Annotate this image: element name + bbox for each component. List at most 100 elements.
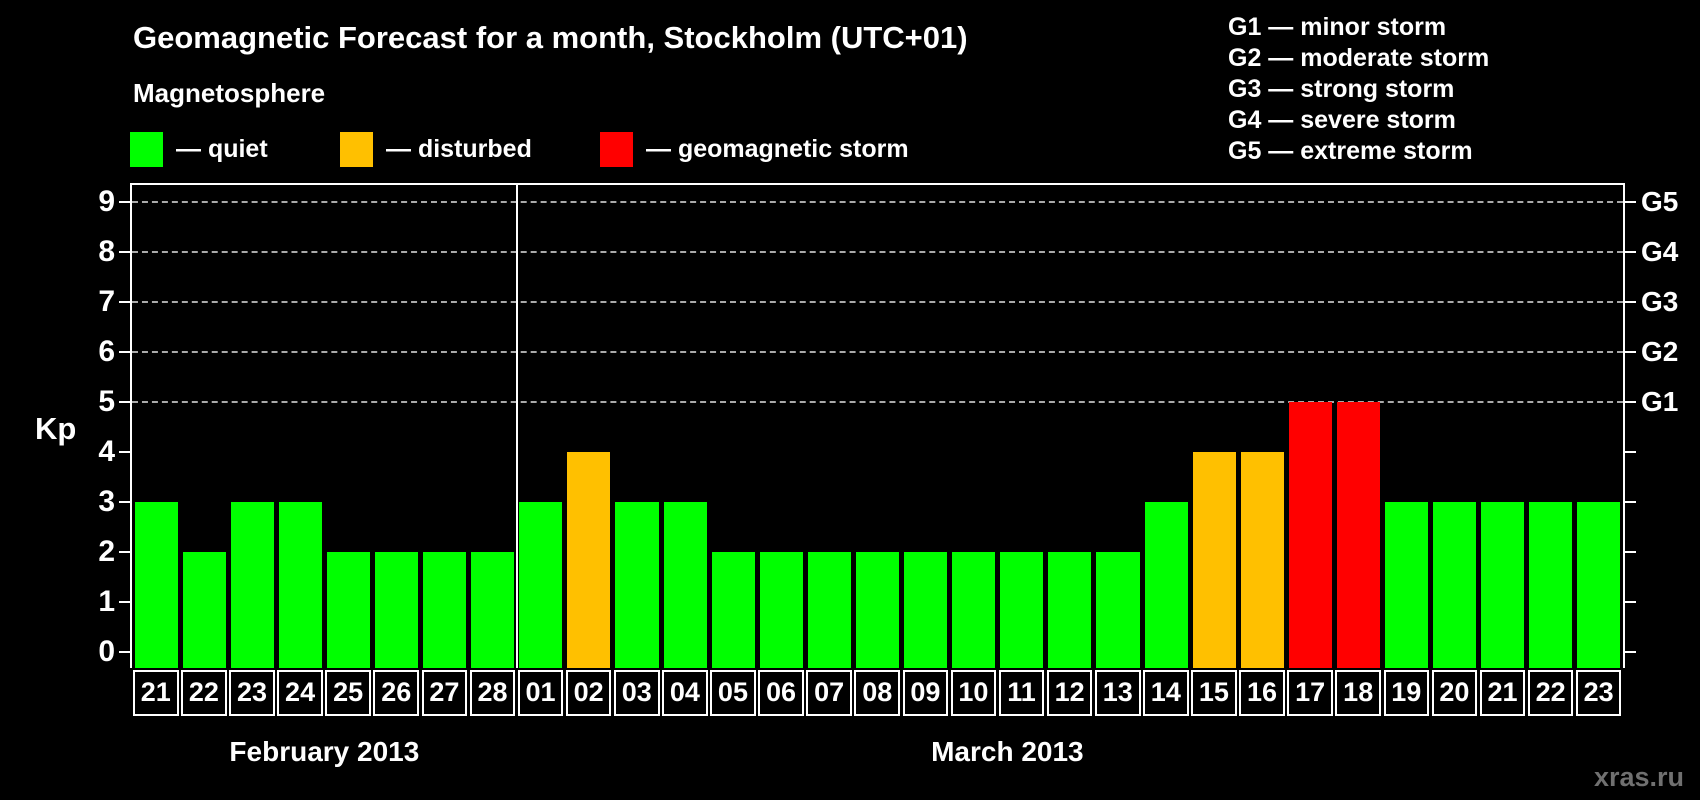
quiet-color-swatch: [130, 131, 163, 167]
date-cell-14: 14: [1143, 670, 1189, 716]
date-cell-23: 23: [229, 670, 275, 716]
bar-february-28: [471, 552, 515, 668]
watermark: xras.ru: [1593, 762, 1684, 792]
right-tick-kp5: [1625, 401, 1636, 403]
bar-february-24: [278, 502, 322, 668]
left-tick-kp0: [119, 651, 130, 653]
date-cell-20: 20: [1431, 670, 1478, 716]
right-tick-kp0: [1625, 651, 1636, 653]
month-separator-line: [515, 185, 518, 668]
date-cell-27: 27: [421, 670, 468, 716]
g1-legend-line: G1 — minor storm: [1228, 13, 1447, 41]
date-cell-24: 24: [277, 670, 323, 716]
y-axis-label-8: 8: [98, 235, 115, 268]
bar-march-18: [1336, 402, 1380, 668]
bar-february-21: [134, 502, 178, 668]
bar-february-25: [326, 552, 370, 668]
bar-february-27: [423, 552, 467, 668]
left-tick-kp8: [119, 251, 130, 253]
left-tick-kp4: [119, 451, 130, 453]
date-cell-06: 06: [758, 670, 804, 716]
date-cell-08: 08: [854, 670, 901, 716]
date-cell-21: 21: [133, 670, 179, 716]
y-axis-label-1: 1: [98, 585, 115, 618]
bar-march-17: [1288, 402, 1332, 668]
gridline-kp6: [132, 351, 1623, 353]
gridline-kp5: [132, 401, 1623, 403]
bar-february-26: [374, 552, 419, 668]
date-cell-10: 10: [950, 670, 997, 716]
disturbed-color-swatch: [340, 131, 373, 167]
left-tick-kp9: [119, 201, 130, 203]
date-cell-26: 26: [373, 670, 420, 716]
bar-march-19: [1385, 502, 1429, 668]
bar-march-05: [711, 552, 755, 668]
bar-february-23: [230, 502, 274, 668]
date-cell-03: 03: [613, 670, 660, 716]
legend-item-disturbed: — disturbed: [340, 131, 532, 167]
g3-legend-line: G3 — strong storm: [1228, 75, 1455, 103]
right-tick-kp2: [1625, 551, 1636, 553]
date-cell-17: 17: [1287, 670, 1333, 716]
right-tick-kp9: [1625, 201, 1636, 203]
bar-march-07: [807, 552, 851, 668]
date-cell-05: 05: [710, 670, 756, 716]
left-tick-kp5: [119, 401, 130, 403]
date-cell-04: 04: [662, 670, 708, 716]
g2-legend-line: G2 — moderate storm: [1228, 44, 1490, 72]
storm-color-swatch: [600, 131, 633, 167]
right-axis-label-g2: G2: [1641, 336, 1679, 367]
legend-item-storm: — geomagnetic storm: [600, 131, 909, 167]
plot-area: [130, 183, 1625, 668]
left-tick-kp7: [119, 301, 130, 303]
bar-march-02: [567, 452, 611, 668]
left-tick-kp1: [119, 601, 130, 603]
bar-march-11: [1000, 552, 1044, 668]
date-cell-25: 25: [325, 670, 371, 716]
bar-february-22: [182, 552, 226, 668]
date-cell-22: 22: [181, 670, 227, 716]
y-axis-label-5: 5: [98, 385, 115, 418]
left-tick-kp6: [119, 351, 130, 353]
right-tick-kp4: [1625, 451, 1636, 453]
date-cell-01: 01: [517, 670, 564, 716]
right-axis-label-g5: G5: [1641, 186, 1679, 217]
bar-march-01: [519, 502, 563, 668]
date-cell-23: 23: [1575, 670, 1622, 716]
bar-march-06: [759, 552, 803, 668]
bar-march-16: [1240, 452, 1284, 668]
bar-march-22: [1529, 502, 1573, 668]
date-cell-28: 28: [469, 670, 516, 716]
g4-legend-line: G4 — severe storm: [1228, 106, 1456, 134]
gridline-kp8: [132, 251, 1623, 253]
left-tick-kp3: [119, 501, 130, 503]
legend-label-storm: — geomagnetic storm: [646, 134, 909, 163]
y-axis-label-4: 4: [98, 435, 115, 468]
month-label-march: March 2013: [931, 736, 1084, 767]
g-scale-legend: G1 — minor storm G2 — moderate storm G3 …: [1228, 12, 1489, 167]
bar-march-04: [663, 502, 707, 668]
right-tick-kp1: [1625, 601, 1636, 603]
bar-march-14: [1144, 502, 1188, 668]
right-axis-label-g4: G4: [1641, 236, 1679, 267]
date-cell-15: 15: [1191, 670, 1237, 716]
y-axis-label-6: 6: [98, 335, 115, 368]
right-tick-kp3: [1625, 501, 1636, 503]
bar-march-15: [1192, 452, 1236, 668]
date-cell-13: 13: [1094, 670, 1141, 716]
right-tick-kp6: [1625, 351, 1636, 353]
right-tick-kp8: [1625, 251, 1636, 253]
y-axis-label-2: 2: [98, 535, 115, 568]
date-cell-22: 22: [1527, 670, 1574, 716]
y-axis-label-9: 9: [98, 185, 115, 218]
y-axis-title: Kp: [35, 411, 77, 446]
legend-label-disturbed: — disturbed: [386, 134, 532, 163]
gridline-kp9: [132, 201, 1623, 203]
g5-legend-line: G5 — extreme storm: [1228, 137, 1473, 165]
y-axis-label-0: 0: [98, 635, 115, 668]
right-tick-kp7: [1625, 301, 1636, 303]
left-tick-kp2: [119, 551, 130, 553]
bar-march-08: [855, 552, 900, 668]
bar-march-21: [1481, 502, 1525, 668]
